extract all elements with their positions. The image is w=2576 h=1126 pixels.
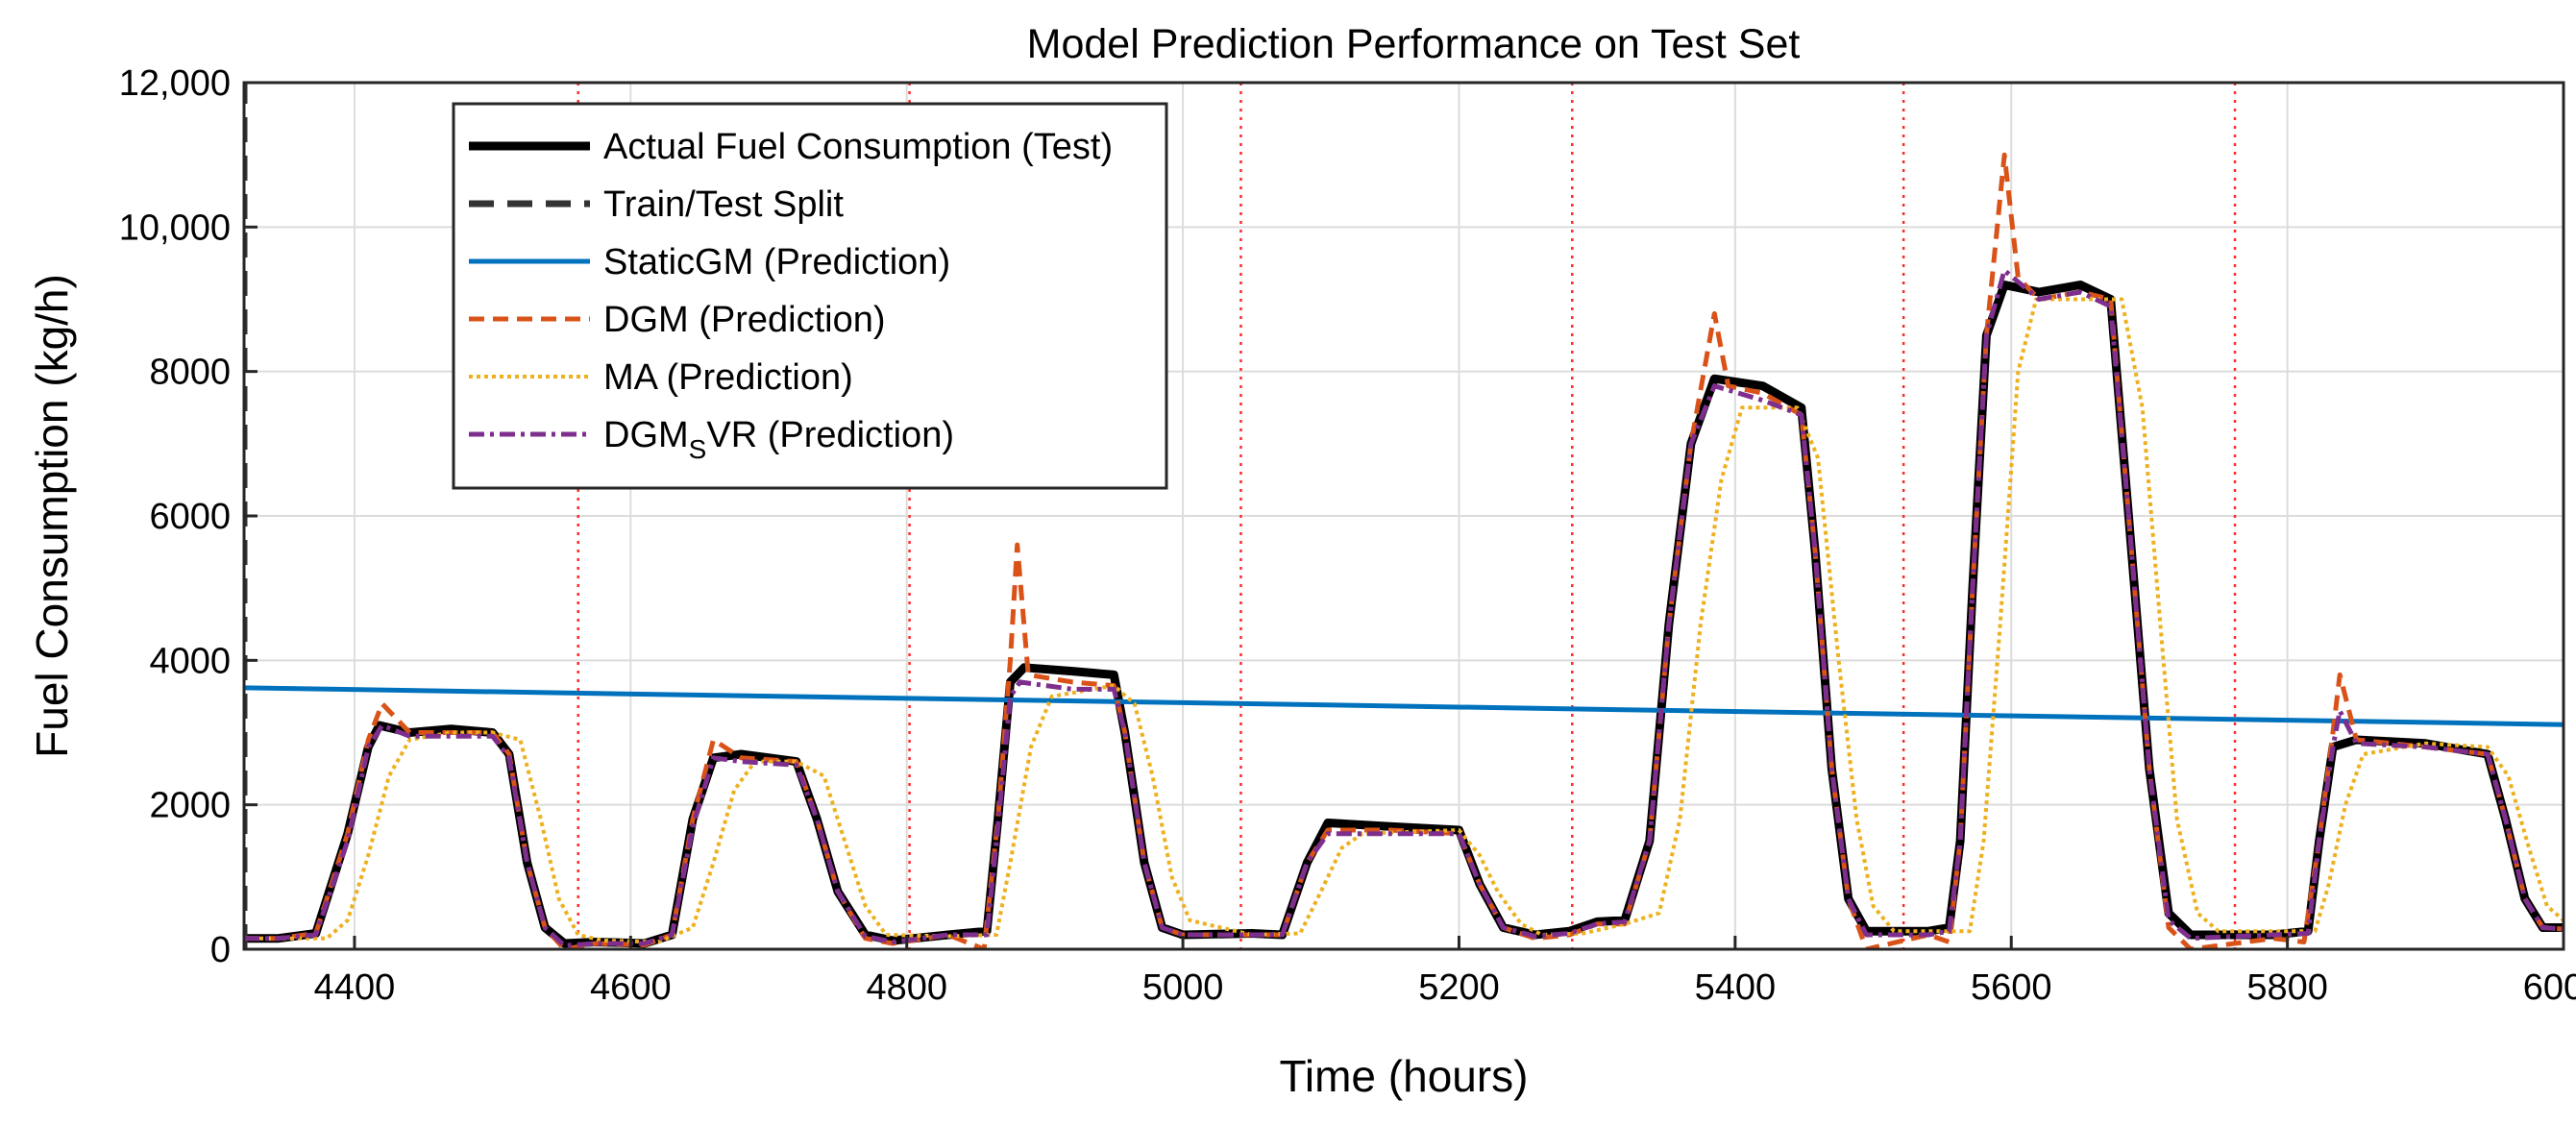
legend: Actual Fuel Consumption (Test) Train/Test… <box>452 102 1168 490</box>
y-tick-label-1: 2000 <box>149 786 231 826</box>
y-tick-label-3: 6000 <box>149 497 231 537</box>
x-tick-label-4: 5200 <box>1418 967 1500 1008</box>
legend-label-3: DGM (Prediction) <box>603 300 886 340</box>
y-tick-label-0: 0 <box>210 930 231 970</box>
y-tick-label-5: 10,000 <box>119 208 231 248</box>
x-tick-label-7: 5800 <box>2246 967 2328 1008</box>
y-axis-ticks: 0 2000 4000 6000 8000 10,000 12,000 <box>119 63 258 970</box>
x-tick-label-8: 6000 <box>2523 967 2576 1008</box>
legend-box <box>452 102 1168 490</box>
chart-title: Model Prediction Performance on Test Set <box>1027 21 1801 67</box>
y-tick-label-6: 12,000 <box>119 63 231 104</box>
x-axis-ticks: 4400 4600 4800 5000 5200 5400 5600 5800 6000 <box>314 936 2576 1008</box>
x-tick-label-6: 5600 <box>1971 967 2052 1008</box>
legend-label-4: MA (Prediction) <box>603 357 853 398</box>
legend-label-0: Actual Fuel Consumption (Test) <box>603 127 1113 167</box>
x-tick-label-5: 5400 <box>1695 967 1777 1008</box>
x-tick-label-2: 4800 <box>866 967 947 1008</box>
vertical-markers <box>577 83 2237 949</box>
x-axis-label: Time (hours) <box>1280 1051 1529 1101</box>
legend-label-5: DGMSVR (Prediction) <box>603 415 954 464</box>
legend-items: Actual Fuel Consumption (Test) Train/Test… <box>469 127 1113 464</box>
x-tick-label-3: 5000 <box>1142 967 1224 1008</box>
legend-label-2: StaticGM (Prediction) <box>603 242 950 282</box>
y-tick-label-2: 4000 <box>149 641 231 681</box>
y-tick-label-4: 8000 <box>149 353 231 393</box>
x-tick-label-1: 4600 <box>590 967 672 1008</box>
series-group <box>244 83 2564 949</box>
x-tick-label-0: 4400 <box>314 967 396 1008</box>
legend-label-1: Train/Test Split <box>603 184 844 225</box>
y-axis-label: Fuel Consumption (kg/h) <box>27 274 77 758</box>
series-line-4 <box>244 297 2564 944</box>
series-line-5 <box>244 267 2564 948</box>
series-line-2 <box>244 685 2564 727</box>
